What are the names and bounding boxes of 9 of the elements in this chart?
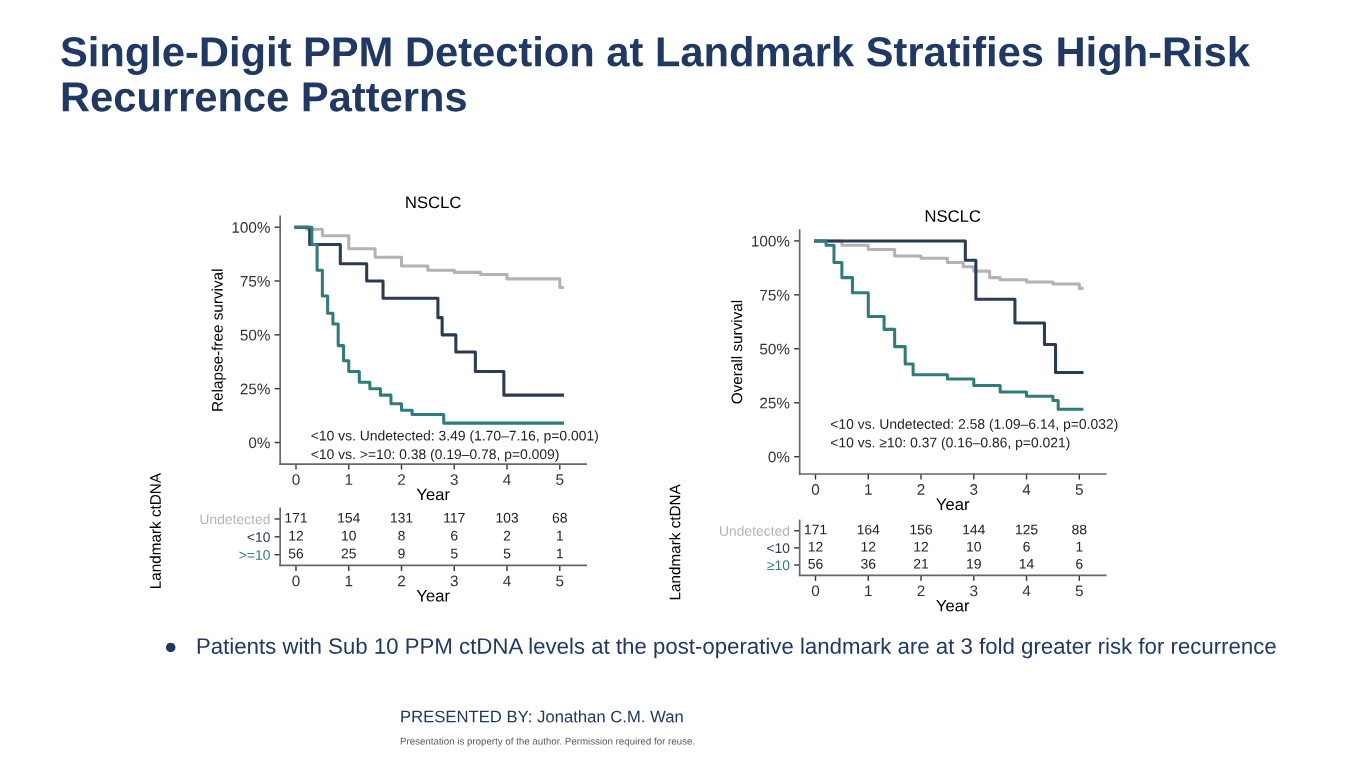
- text: Single-Digit PPM Detection at Landmark Stratifies High-Risk Recurrence Patterns: [61, 36, 1251, 112]
- chart-title: NSCLC: [925, 210, 981, 222]
- chart-title: NSCLC: [406, 196, 461, 209]
- x-axis-title: Year: [936, 599, 970, 612]
- x-axis-title: Year: [416, 589, 450, 602]
- text: ● Patients with Sub 10 PPM ctDNA levels at the post-operative landmark are at 3 fold greater risk for recurrence: [165, 637, 1276, 659]
- text: PRESENTED BY: Jonathan C.M. Wan: [401, 710, 683, 723]
- x-axis-title: Year: [416, 488, 450, 501]
- x-axis-title: Year: [936, 498, 970, 511]
